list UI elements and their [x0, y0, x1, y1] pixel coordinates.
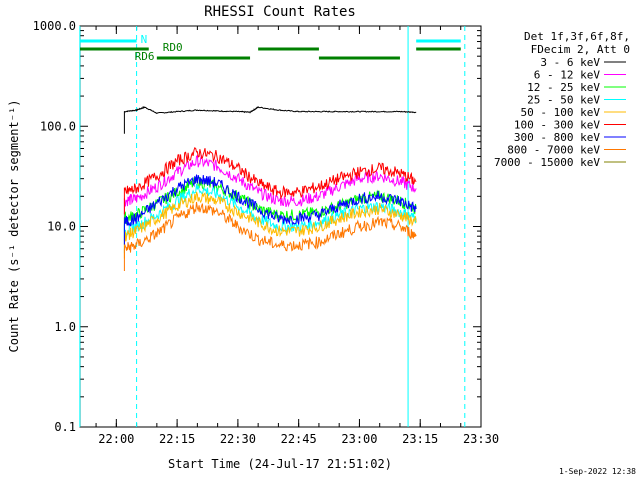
- series-line: [123, 183, 417, 254]
- legend-label: 300 - 800 keV: [514, 131, 600, 144]
- y-axis-label: Count Rate (s⁻¹ detector segment⁻¹): [7, 100, 21, 353]
- state-bar-label: N: [141, 33, 148, 46]
- legend-label: 25 - 50 keV: [527, 94, 600, 107]
- legend-label: 12 - 25 keV: [527, 81, 600, 94]
- x-tick-label: 22:45: [281, 432, 317, 446]
- series-line: [123, 105, 417, 134]
- series-line: [123, 201, 417, 271]
- y-tick-label: 10.0: [47, 220, 76, 234]
- series-line: [123, 174, 417, 245]
- state-bar-label: RD0: [163, 41, 183, 54]
- y-tick-label: 0.1: [54, 420, 76, 434]
- y-tick-label: 100.0: [40, 119, 76, 133]
- legend-label: 6 - 12 keV: [534, 69, 601, 82]
- legend-label: 100 - 300 keV: [514, 119, 600, 132]
- x-tick-label: 22:30: [220, 432, 256, 446]
- legend-header-line-2: FDecim 2, Att 0: [531, 43, 630, 56]
- x-tick-label: 23:00: [341, 432, 377, 446]
- y-tick-label: 1000.0: [33, 19, 76, 33]
- x-tick-label: 22:00: [98, 432, 134, 446]
- series-line: [123, 146, 417, 215]
- legend-label: 7000 - 15000 keV: [494, 156, 600, 169]
- x-tick-label: 23:15: [402, 432, 438, 446]
- state-bar-label: RD6: [135, 50, 155, 63]
- chart-marks: 0.1 1.0 10.0 100.0 1000.0 22:00 22:15 22:30 22:4…: [33, 19, 626, 446]
- series-line: [123, 191, 417, 259]
- legend-label: 3 - 6 keV: [540, 56, 600, 69]
- x-tick-label: 22:15: [159, 432, 195, 446]
- chart-title: RHESSI Count Rates: [204, 4, 356, 20]
- footer-timestamp: 1-Sep-2022 12:38: [559, 467, 636, 476]
- x-tick-label: 23:30: [463, 432, 499, 446]
- legend-label: 50 - 100 keV: [521, 106, 601, 119]
- x-axis-label: Start Time (24-Jul-17 21:51:02): [168, 457, 392, 471]
- legend-header-line-1: Det 1f,3f,6f,8f,: [524, 30, 630, 43]
- y-tick-label: 1.0: [54, 320, 76, 334]
- legend-label: 800 - 7000 keV: [507, 144, 600, 157]
